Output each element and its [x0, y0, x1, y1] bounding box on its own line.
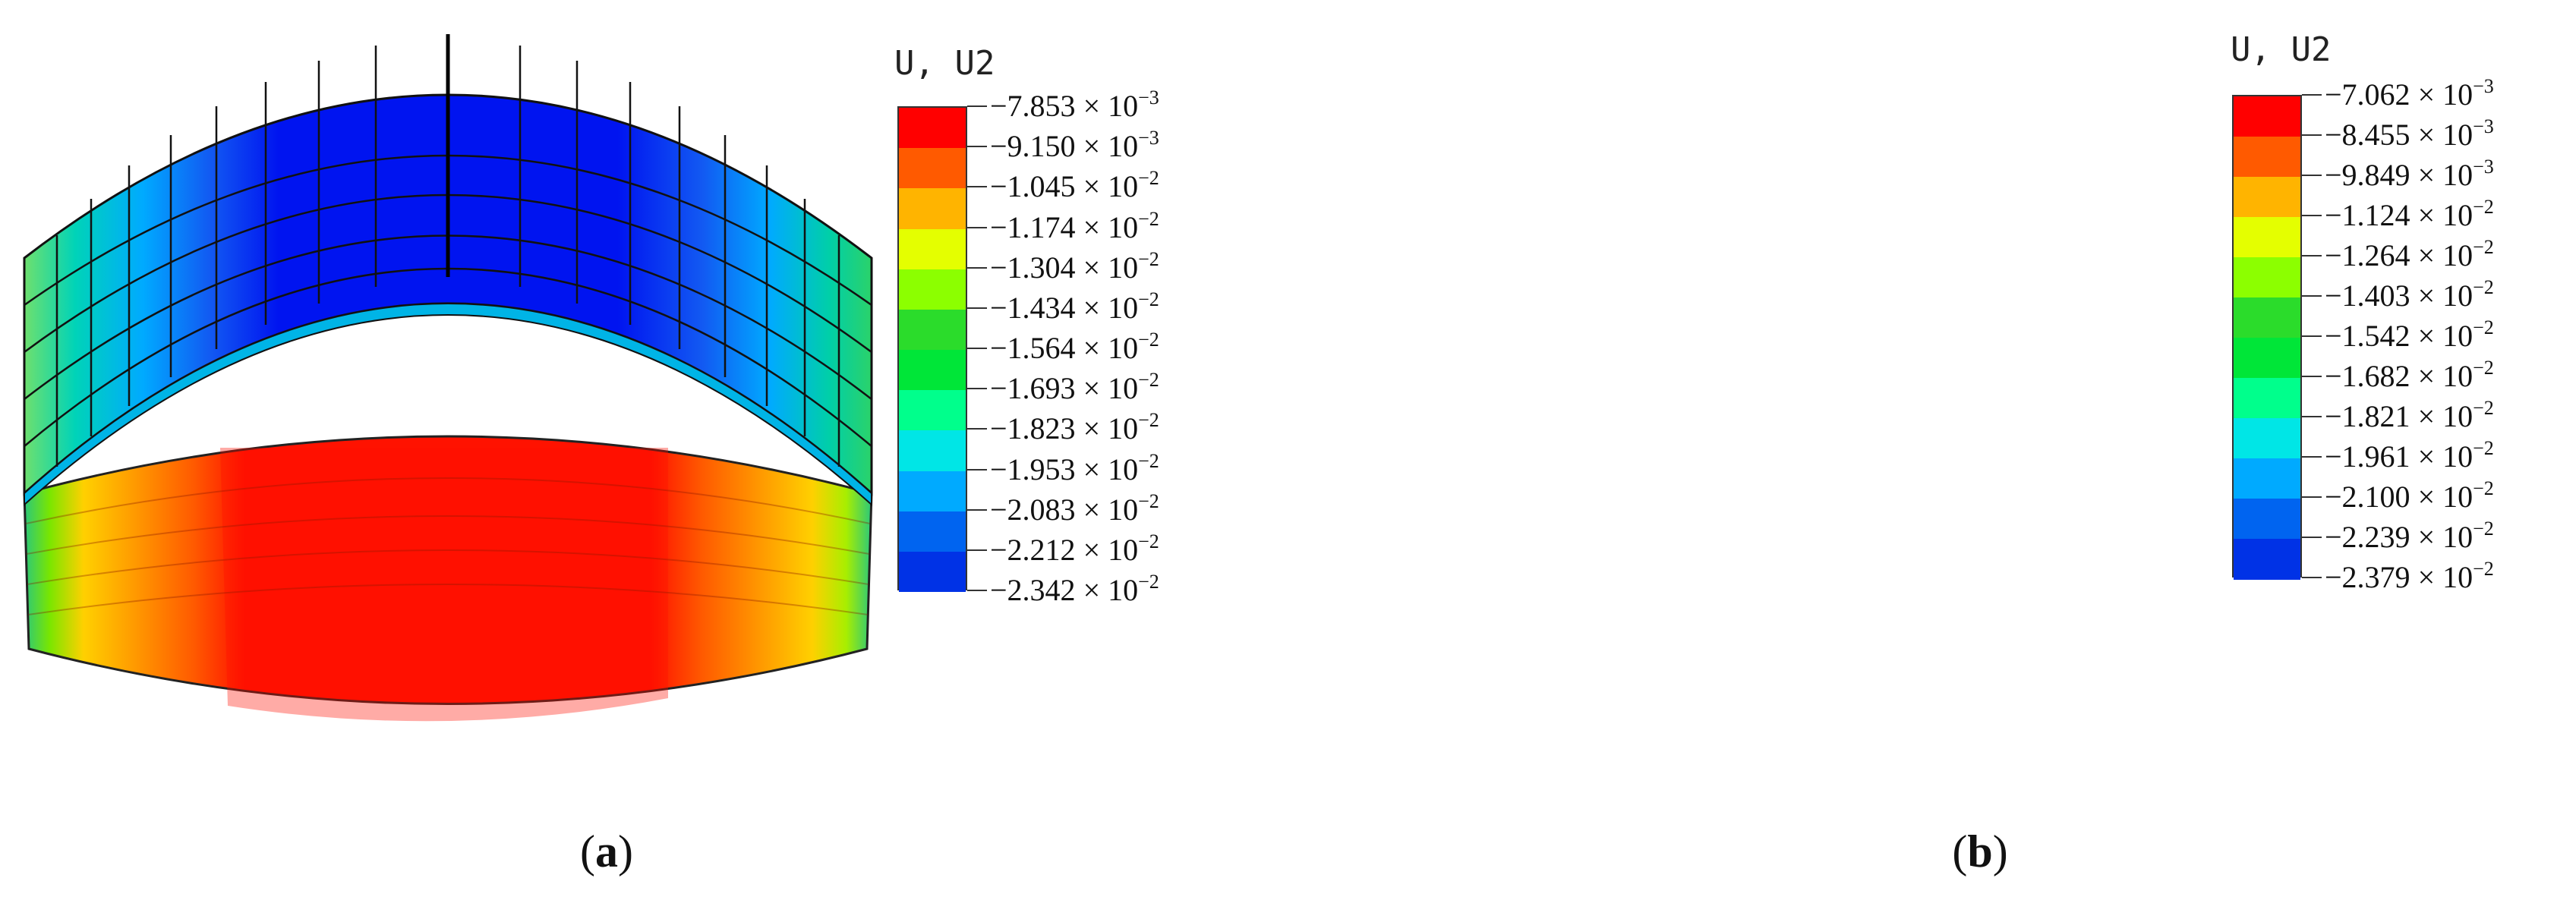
legend-tick-1 [967, 146, 987, 148]
legend-tick-10 [967, 508, 987, 511]
legend-band-11 [2234, 539, 2300, 580]
panel-a-caption: (a) [580, 826, 633, 877]
legend-tick-9 [967, 468, 987, 471]
legend-band-9 [899, 471, 966, 512]
legend-band-5 [899, 309, 966, 351]
legend-level-12: −2.342 × 10−2 [990, 571, 1159, 607]
legend-level-11: −2.212 × 10−2 [990, 530, 1159, 567]
legend-band-1 [899, 148, 966, 189]
legend-tick-0 [2302, 94, 2322, 96]
legend-band-0 [2234, 96, 2300, 137]
legend-level-7: −1.693 × 10−2 [990, 369, 1159, 406]
legend-band-8 [2234, 418, 2300, 459]
legend-level-7: −1.682 × 10−2 [2325, 357, 2494, 393]
legend-color-bar [897, 106, 967, 593]
legend-tick-2 [967, 186, 987, 188]
legend-tick-4 [2302, 255, 2322, 257]
legend-band-3 [2234, 217, 2300, 258]
legend-tick-0 [967, 105, 987, 107]
panel-a-inner-mesh [25, 477, 871, 615]
legend-band-3 [899, 228, 966, 270]
legend-band-10 [2234, 499, 2300, 540]
legend-tick-3 [2302, 215, 2322, 216]
legend-level-0: −7.062 × 10−3 [2325, 75, 2494, 112]
legend-band-9 [2234, 458, 2300, 499]
legend-band-7 [2234, 378, 2300, 419]
legend-tick-2 [2302, 175, 2322, 176]
legend-tick-1 [2302, 134, 2322, 136]
legend-band-6 [899, 350, 966, 391]
legend-band-0 [899, 108, 966, 149]
panel-a-model [23, 34, 873, 722]
legend-tick-11 [967, 549, 987, 551]
legend-tick-6 [967, 348, 987, 349]
legend-level-5: −1.434 × 10−2 [990, 288, 1159, 325]
panel-a-variable-label: U, U2 [894, 44, 995, 83]
legend-band-4 [899, 269, 966, 310]
legend-tick-12 [2302, 577, 2322, 578]
legend-level-2: −9.849 × 10−3 [2325, 156, 2494, 192]
legend-band-8 [899, 430, 966, 471]
panel-b-variable-label: U, U2 [2231, 30, 2332, 69]
legend-level-6: −1.564 × 10−2 [990, 329, 1159, 365]
legend-tick-8 [2302, 416, 2322, 417]
legend-level-3: −1.174 × 10−2 [990, 207, 1159, 244]
legend-color-bar [2232, 95, 2302, 580]
legend-level-3: −1.124 × 10−2 [2325, 196, 2494, 232]
legend-tick-10 [2302, 496, 2322, 498]
legend-level-0: −7.853 × 10−3 [990, 87, 1159, 123]
legend-level-6: −1.542 × 10−2 [2325, 316, 2494, 353]
legend-level-4: −1.264 × 10−2 [2325, 236, 2494, 272]
legend-band-10 [899, 511, 966, 552]
legend-tick-7 [2302, 376, 2322, 377]
legend-tick-6 [2302, 335, 2322, 337]
legend-level-4: −1.304 × 10−2 [990, 247, 1159, 285]
legend-tick-4 [967, 266, 987, 269]
legend-tick-12 [967, 590, 987, 591]
legend-tick-9 [2302, 456, 2322, 458]
legend-band-4 [2234, 257, 2300, 298]
legend-level-8: −1.823 × 10−2 [990, 409, 1159, 446]
legend-band-2 [899, 188, 966, 229]
legend-tick-8 [967, 428, 987, 430]
legend-tick-5 [2302, 295, 2322, 297]
panel-a-inner-wall [23, 435, 873, 705]
legend-band-11 [899, 551, 966, 593]
legend-band-2 [2234, 177, 2300, 218]
legend-level-10: −2.100 × 10−2 [2325, 477, 2494, 514]
legend-level-12: −2.379 × 10−2 [2325, 558, 2494, 594]
legend-level-1: −9.150 × 10−3 [990, 127, 1159, 164]
legend-level-8: −1.821 × 10−2 [2325, 397, 2494, 433]
legend-tick-11 [2302, 537, 2322, 538]
legend-level-10: −2.083 × 10−2 [990, 489, 1159, 527]
legend-level-11: −2.239 × 10−2 [2325, 518, 2494, 554]
legend-band-5 [2234, 297, 2300, 338]
legend-band-6 [2234, 338, 2300, 379]
legend-level-9: −1.961 × 10−2 [2325, 437, 2494, 474]
legend-level-5: −1.403 × 10−2 [2325, 276, 2494, 313]
legend-level-1: −8.455 × 10−3 [2325, 115, 2494, 152]
legend-level-2: −1.045 × 10−2 [990, 167, 1159, 204]
legend-tick-5 [967, 307, 987, 309]
legend-tick-3 [967, 226, 987, 228]
legend-band-1 [2234, 137, 2300, 178]
legend-level-9: −1.953 × 10−2 [990, 449, 1159, 486]
panel-b-caption: (b) [1952, 826, 2008, 877]
legend-band-7 [899, 390, 966, 431]
legend-tick-7 [967, 388, 987, 390]
